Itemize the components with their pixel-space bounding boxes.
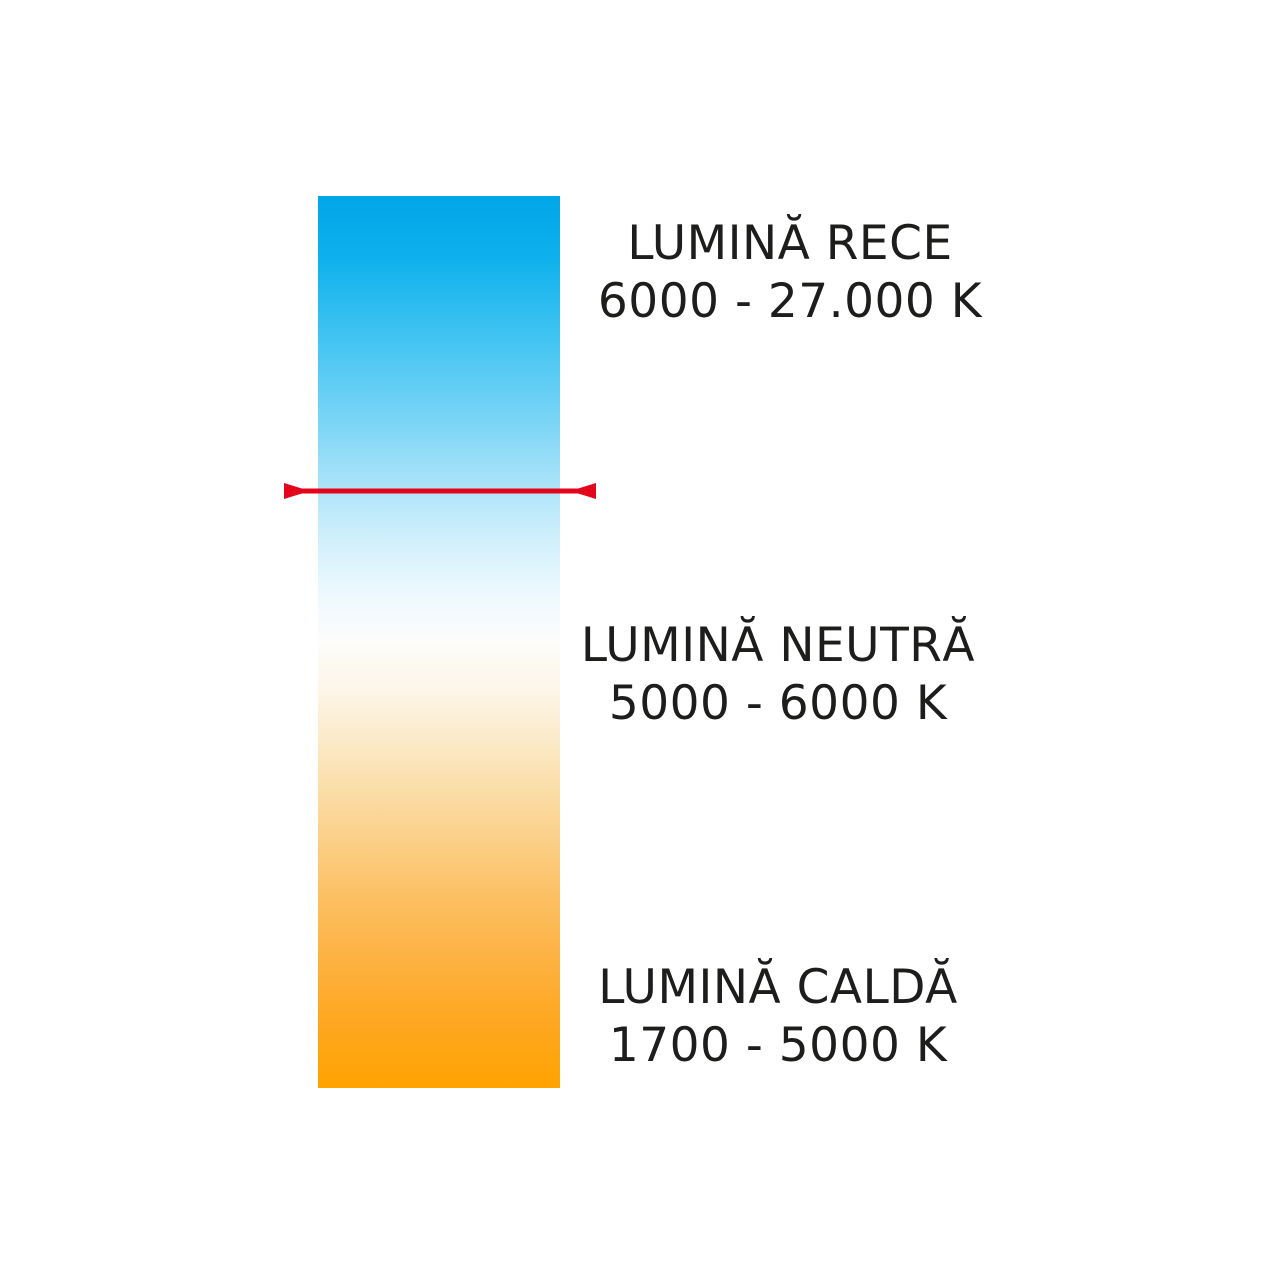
label-range-warm: 1700 - 5000 K <box>608 1017 948 1073</box>
label-block-neutral: LUMINĂ NEUTRĂ 5000 - 6000 K <box>578 618 978 731</box>
color-temperature-gradient-bar <box>318 196 560 1088</box>
cool-neutral-divider-arrow-icon <box>284 483 596 499</box>
label-block-warm: LUMINĂ CALDĂ 1700 - 5000 K <box>578 960 978 1073</box>
label-title-cool: LUMINĂ RECE <box>627 216 953 271</box>
label-range-cool: 6000 - 27.000 K <box>597 273 983 329</box>
label-range-neutral: 5000 - 6000 K <box>608 675 948 731</box>
label-title-warm: LUMINĂ CALDĂ <box>598 960 958 1015</box>
label-title-neutral: LUMINĂ NEUTRĂ <box>580 618 976 673</box>
label-block-cool: LUMINĂ RECE 6000 - 27.000 K <box>590 216 990 329</box>
